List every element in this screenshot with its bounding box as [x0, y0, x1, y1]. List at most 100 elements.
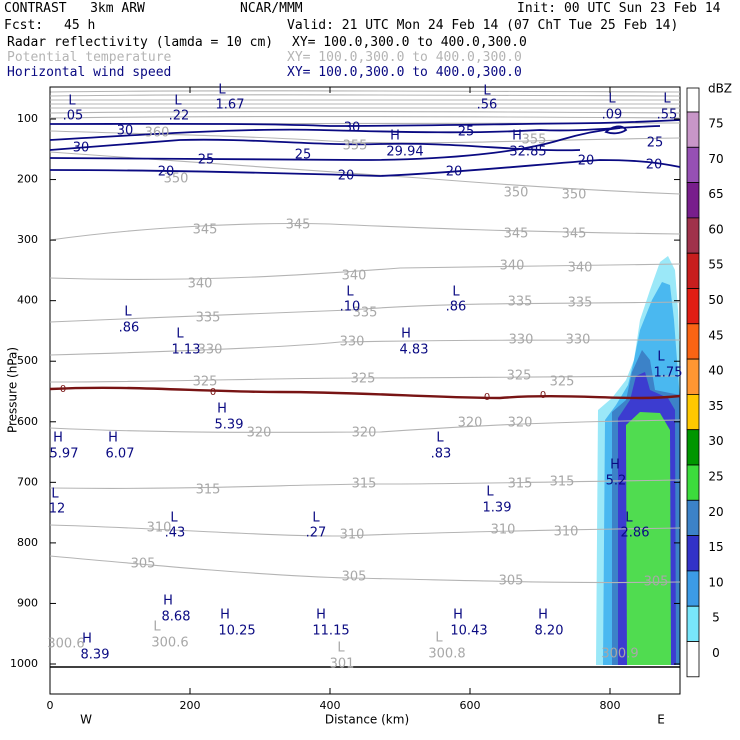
- colorbar-unit: dBZ: [708, 82, 732, 96]
- extremum-type: L: [176, 327, 184, 342]
- west-endpoint: W: [80, 713, 92, 727]
- extremum-value: .22: [169, 109, 190, 124]
- extremum-type: H: [453, 608, 463, 623]
- theta-label: 340: [500, 259, 525, 274]
- extremum-value: 1.67: [216, 98, 245, 113]
- extremum-value: 12: [49, 502, 66, 517]
- colorbar-label: 75: [708, 117, 723, 131]
- theta-label: 310: [554, 525, 579, 540]
- colorbar-swatch: [686, 252, 700, 289]
- y-tick-label: 500: [17, 354, 38, 367]
- extremum-value: 11.15: [312, 624, 349, 639]
- theta-label: 310: [340, 528, 365, 543]
- field-theta-xy: XY= 100.0,300.0 to 400.0,300.0: [287, 50, 522, 65]
- colorbar-swatch: [686, 464, 700, 501]
- colorbar-swatch: [686, 641, 700, 678]
- extremum-type: L: [124, 305, 132, 320]
- colorbar-swatch: [686, 429, 700, 466]
- wind-label: 30: [73, 141, 90, 156]
- refl-25dbz: [626, 412, 671, 665]
- extremum-value: 5.97: [50, 447, 79, 462]
- theta-extremum-value: 300.6: [151, 636, 188, 651]
- extremum-value: .55: [657, 108, 678, 123]
- theta-label: 300.9: [601, 647, 638, 662]
- wind-label: 20: [338, 169, 355, 184]
- theta-label: 325: [193, 375, 218, 390]
- colorbar-swatch: [686, 146, 700, 184]
- extremum-type: L: [452, 285, 460, 300]
- extremum-value: 6.07: [106, 447, 135, 462]
- theta-label: 320: [247, 426, 272, 441]
- extremum-type: H: [401, 327, 411, 342]
- colorbar-label: 70: [708, 152, 723, 166]
- theta-label: 350: [504, 186, 529, 201]
- theta-label: 325: [351, 372, 376, 387]
- extremum-type: H: [538, 608, 548, 623]
- theta-label: 315: [550, 475, 575, 490]
- colorbar-label: 5: [712, 611, 720, 625]
- y-tick-label: 800: [17, 536, 38, 549]
- field-reflectivity: Radar reflectivity (lamda = 10 cm): [7, 35, 274, 50]
- x-tick-label: 600: [460, 699, 481, 712]
- extremum-value: 8.20: [535, 624, 564, 639]
- theta-label: 305: [342, 570, 367, 585]
- theta-label: 345: [504, 227, 529, 242]
- theta-label: 315: [196, 483, 221, 498]
- wind-label: 20: [646, 158, 663, 173]
- theta-extremum-value: 301: [330, 657, 355, 672]
- colorbar-swatch: [686, 535, 700, 572]
- theta-label: 320: [508, 416, 533, 431]
- field-wind-xy: XY= 100.0,300.0 to 400.0,300.0: [287, 65, 522, 80]
- theta-label: 335: [196, 311, 221, 326]
- theta-extremum-value: 300.8: [428, 647, 465, 662]
- reflectivity-shading: [596, 256, 680, 665]
- y-tick-label: 400: [17, 294, 38, 307]
- theta-label: 315: [508, 477, 533, 492]
- x-tick-label: 800: [600, 699, 621, 712]
- y-tick-label: 1000: [10, 657, 38, 670]
- colorbar-swatch: [686, 393, 700, 431]
- colorbar-swatch: [686, 182, 700, 219]
- y-tick-label: 300: [17, 233, 38, 246]
- y-tick-label: 900: [17, 596, 38, 609]
- wind-label: 25: [647, 136, 664, 151]
- colorbar-swatch: [686, 288, 700, 325]
- y-tick-label: 600: [17, 415, 38, 428]
- theta-extremum-type: L: [435, 631, 443, 646]
- field-theta: Potential temperature: [7, 50, 172, 65]
- extremum-type: H: [53, 431, 63, 446]
- colorbar-swatch: [686, 499, 700, 536]
- extremum-value: 1.75: [654, 366, 683, 381]
- extremum-value: 1.39: [483, 501, 512, 516]
- extremum-value: 5.39: [215, 418, 244, 433]
- extremum-value: 4.83: [400, 343, 429, 358]
- extremum-value: 1.13: [172, 343, 201, 358]
- extremum-value: 10.43: [450, 624, 487, 639]
- zero-isotherm-labels: 0 0 0 0: [60, 384, 546, 403]
- extremum-type: L: [663, 92, 671, 107]
- extremum-value: .86: [446, 300, 467, 315]
- extremum-value: .56: [477, 98, 498, 113]
- colorbar-label: 50: [708, 293, 723, 307]
- extremum-value: 8.68: [162, 610, 191, 625]
- extremum-value: 2.86: [621, 526, 650, 541]
- colorbar-label: 25: [708, 470, 723, 484]
- extremum-type: L: [51, 487, 59, 502]
- extremum-type: H: [220, 608, 230, 623]
- x-tick-label: 0: [47, 699, 54, 712]
- theta-label: 330: [340, 335, 365, 350]
- field-wind: Horizontal wind speed: [7, 65, 172, 80]
- colorbar-label: 45: [708, 328, 723, 342]
- theta-label: 315: [352, 477, 377, 492]
- extremum-value: .83: [431, 447, 452, 462]
- colorbar-label: 20: [708, 505, 723, 519]
- plot-frame: [49, 86, 681, 695]
- theta-label: 325: [507, 369, 532, 384]
- extremum-type: L: [218, 83, 226, 98]
- fcst-label: Fcst:: [4, 18, 44, 33]
- y-axis-label: Pressure (hPa): [6, 347, 20, 433]
- extremum-type: L: [436, 431, 444, 446]
